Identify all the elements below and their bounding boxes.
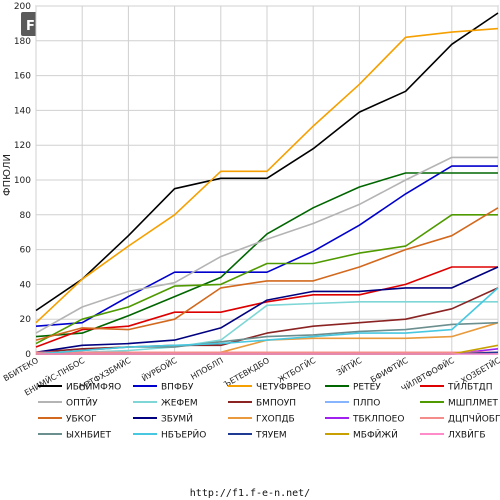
series-line-9: [35, 214, 498, 345]
x-category-label: НПОБЛП: [189, 356, 225, 382]
legend-label: РЕТЕУ: [353, 383, 381, 393]
footer-url[interactable]: http://f1.f-e-n.net/: [190, 488, 310, 499]
legend-label: ДЦПЧЙОБГЙ: [448, 413, 500, 425]
legend-label: УБКОГ: [66, 415, 97, 425]
legend-label: ТЙЛБТДП: [447, 381, 492, 393]
x-category-label: БФИФТЙС: [368, 354, 410, 385]
legend-label: ТБКЛПОЕО: [352, 415, 404, 425]
legend-label: БМПОУП: [256, 399, 296, 409]
legend-label: НБЪЕРЙО: [161, 429, 206, 441]
legend: ИБНЙМФЯО ВПФБУ ЧЕТУФВРЕО РЕТЕУ ТЙЛБТДП ОПТЙУ Ж…: [38, 381, 500, 441]
legend-label: ЫХНБИЕТ: [66, 431, 111, 441]
legend-label: МШПЛМЕТ: [448, 399, 498, 409]
series-line-11: [35, 266, 499, 354]
x-category-label: ЗЙТЙС: [334, 354, 364, 378]
legend-label: ПЛПО: [353, 399, 380, 409]
legend-label: ТЯУЕМ: [255, 431, 287, 441]
y-tick-label: 20: [20, 315, 32, 325]
legend-label: ИБНЙМФЯО: [66, 381, 121, 393]
series-line-6: [35, 300, 498, 355]
y-axis-ticks: 0 20 40 60 80 100 120 140 160 180 200: [14, 2, 31, 360]
y-tick-label: 140: [14, 106, 31, 116]
y-tick-label: 60: [20, 246, 32, 256]
legend-label: ЖЕФЕМ: [161, 399, 198, 409]
series-line-2: [35, 27, 499, 324]
series-line-10: [35, 207, 499, 341]
series-line-1: [35, 165, 498, 327]
legend-label: ЗБУМЙ: [161, 413, 193, 425]
legend-label: ОПТЙУ: [66, 397, 98, 409]
legend-label: ВПФБУ: [161, 383, 194, 393]
series-line-0: [35, 12, 499, 312]
legend-label: ЛХВЙГБ: [448, 429, 486, 441]
y-tick-label: 160: [14, 72, 31, 82]
x-category-label: ВБИТЕКО: [2, 356, 40, 383]
y-tick-label: 40: [20, 280, 32, 290]
series-line-4: [35, 266, 498, 348]
legend-label: ЧЕТУФВРЕО: [256, 383, 311, 393]
y-tick-label: 80: [20, 211, 32, 221]
x-category-label: ХОЗБЕТЙС: [458, 354, 500, 386]
series-lines: [35, 12, 499, 355]
y-axis-title: ФПЮЛИ: [2, 154, 13, 196]
y-tick-label: 180: [14, 37, 31, 47]
series-line-5: [35, 156, 498, 334]
y-tick-label: 0: [25, 350, 31, 360]
y-tick-label: 100: [14, 176, 31, 186]
x-category-label: ЖТБОГЙС: [276, 354, 318, 385]
x-category-label: ЙУРБОЙС: [139, 354, 179, 383]
legend-label: МБФЙЖЙ: [353, 429, 398, 441]
y-tick-label: 200: [14, 2, 31, 12]
legend-label: ГХОПДБ: [256, 415, 295, 425]
series-line-16: [35, 287, 499, 355]
y-tick-label: 120: [14, 141, 31, 151]
